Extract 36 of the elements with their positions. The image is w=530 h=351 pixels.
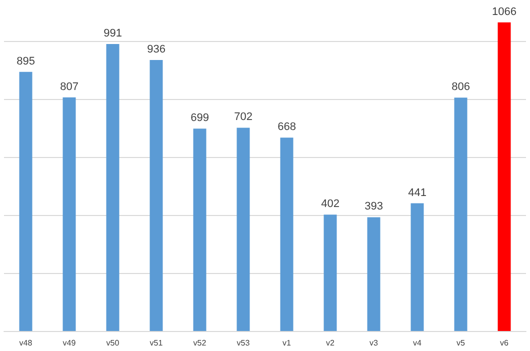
x-tick-label: v53 bbox=[236, 338, 250, 348]
bar bbox=[410, 203, 424, 331]
x-tick-label: v48 bbox=[19, 338, 33, 348]
bar bbox=[193, 128, 206, 331]
data-label: 441 bbox=[408, 186, 426, 199]
data-label: 702 bbox=[234, 111, 252, 124]
data-label: 668 bbox=[278, 121, 296, 134]
bar bbox=[19, 72, 32, 331]
x-tick-label: v5 bbox=[456, 338, 466, 348]
x-tick-label: v50 bbox=[106, 338, 120, 348]
x-tick-label: v3 bbox=[370, 338, 379, 348]
x-tick-label: v52 bbox=[193, 338, 207, 348]
bar bbox=[498, 22, 511, 331]
bar bbox=[150, 60, 163, 331]
x-tick-label: v6 bbox=[500, 338, 510, 348]
bar bbox=[280, 138, 294, 331]
data-label: 699 bbox=[190, 112, 209, 124]
x-tick-label: v1 bbox=[282, 338, 292, 348]
data-label: 936 bbox=[147, 43, 166, 56]
bar bbox=[367, 217, 380, 331]
bar bbox=[62, 97, 76, 331]
x-tick-label: v49 bbox=[62, 338, 76, 348]
data-label: 807 bbox=[60, 80, 78, 93]
data-label: 806 bbox=[452, 81, 470, 94]
bar bbox=[236, 128, 250, 331]
data-label: 991 bbox=[104, 28, 122, 40]
bar bbox=[324, 214, 337, 331]
data-label: 1066 bbox=[492, 6, 516, 18]
bar bbox=[106, 44, 120, 331]
data-label: 895 bbox=[16, 55, 35, 68]
x-tick-label: v4 bbox=[413, 338, 422, 348]
data-label: 402 bbox=[321, 198, 340, 210]
data-label: 393 bbox=[364, 200, 383, 213]
x-tick-label: v51 bbox=[150, 338, 164, 348]
bar bbox=[454, 98, 468, 331]
x-tick-label: v2 bbox=[326, 338, 336, 348]
